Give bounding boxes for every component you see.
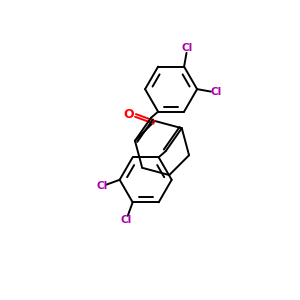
Text: Cl: Cl bbox=[96, 181, 107, 191]
Text: O: O bbox=[124, 108, 134, 121]
Text: Cl: Cl bbox=[210, 87, 221, 98]
Text: Cl: Cl bbox=[182, 43, 193, 53]
Text: Cl: Cl bbox=[121, 215, 132, 225]
